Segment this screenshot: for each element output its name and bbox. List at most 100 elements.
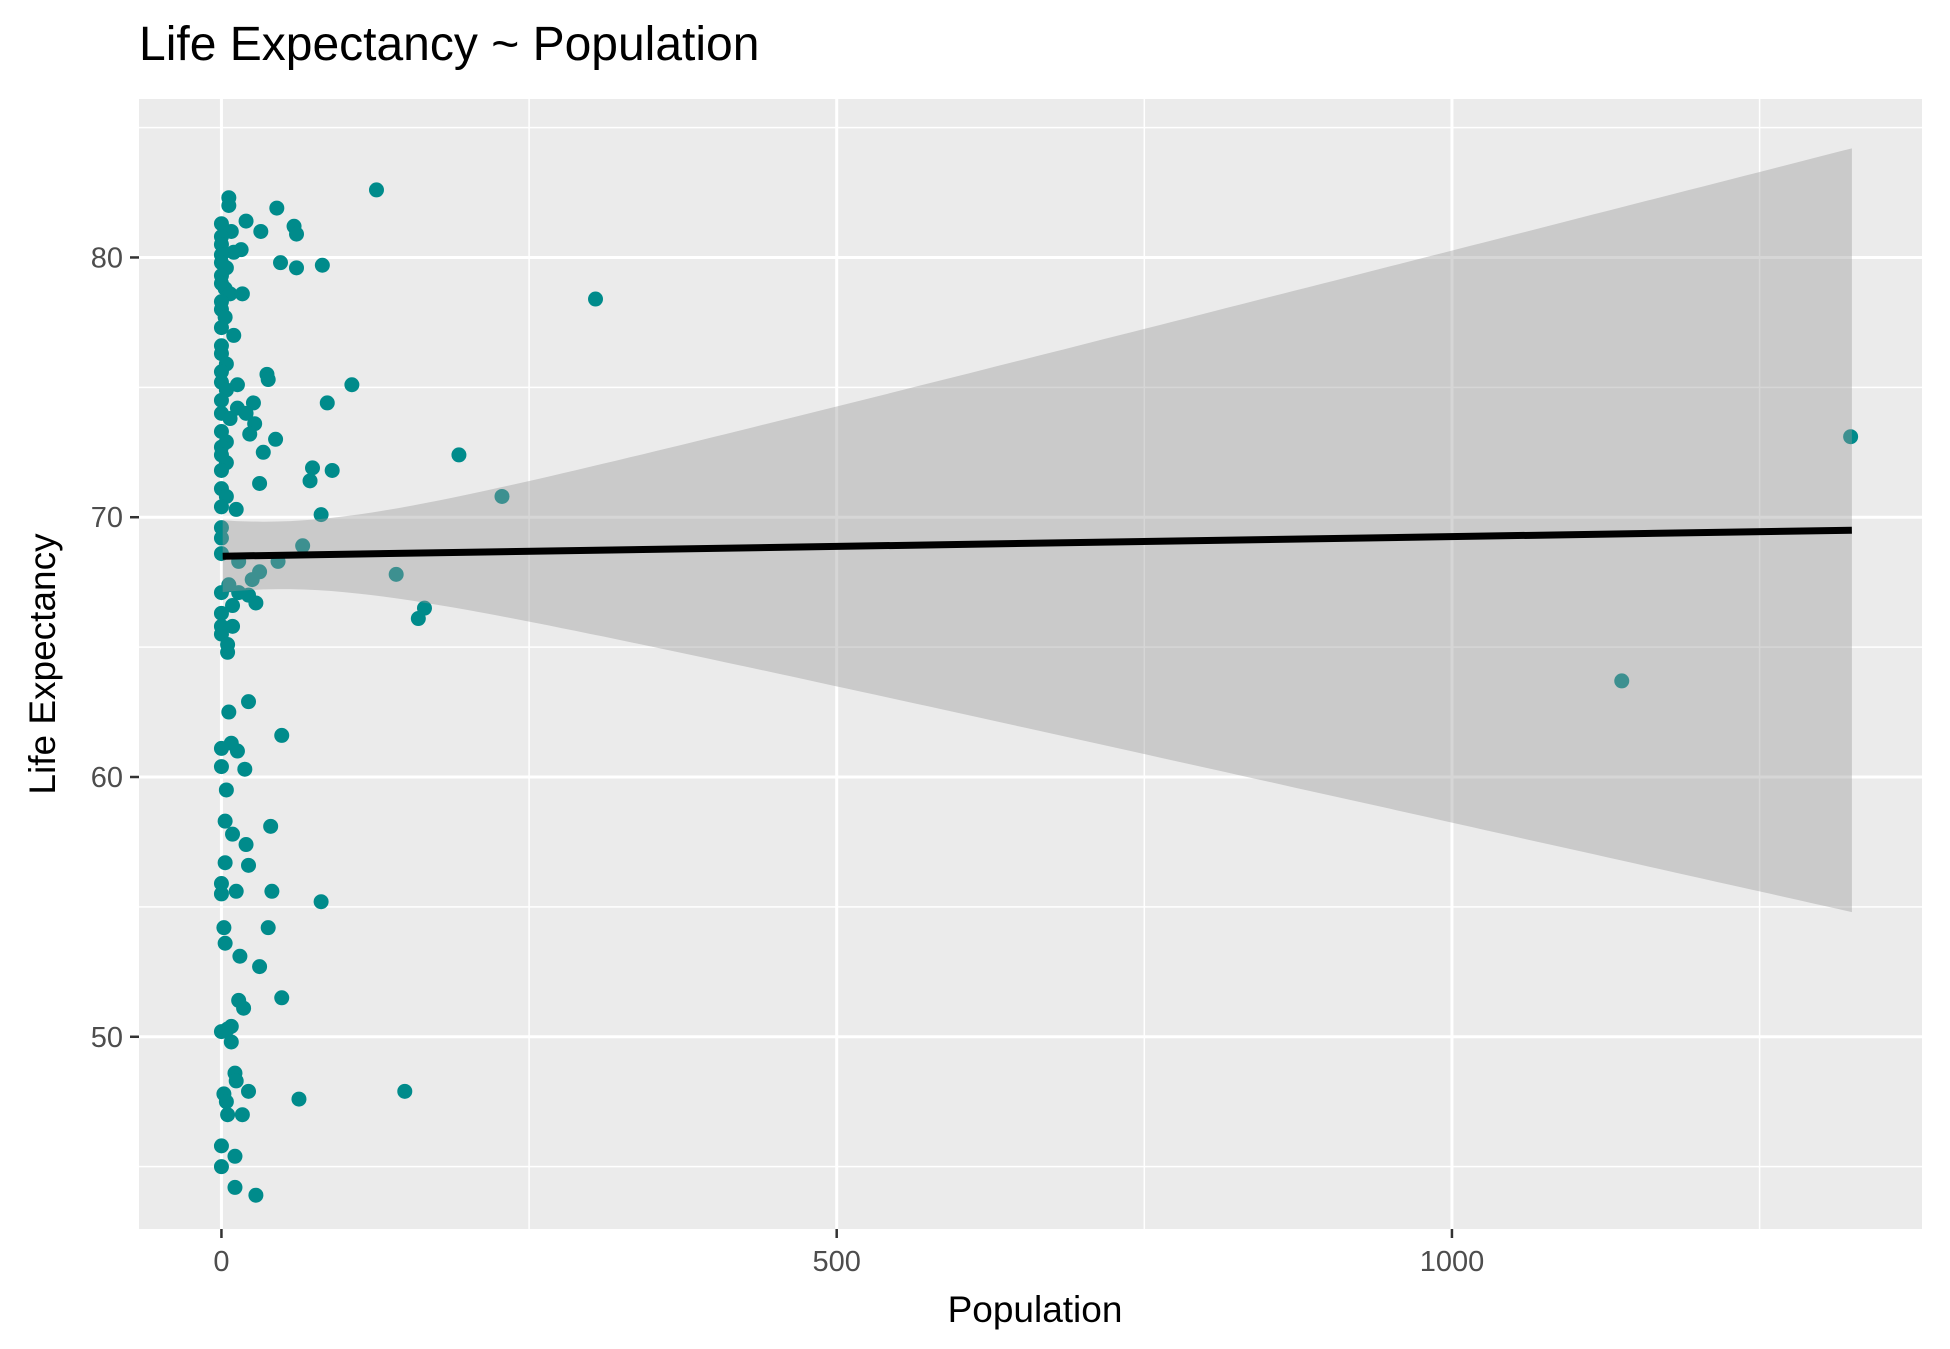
data-point	[213, 605, 229, 621]
data-point	[213, 236, 229, 252]
data-point	[213, 740, 229, 756]
data-point	[238, 405, 254, 421]
y-tick-label: 70	[91, 502, 123, 534]
data-point	[216, 920, 232, 936]
data-point	[213, 759, 229, 775]
data-point	[314, 257, 330, 273]
data-point	[229, 743, 245, 759]
data-point	[289, 260, 305, 276]
plot-panel	[139, 99, 1922, 1229]
data-point	[313, 507, 329, 523]
data-point	[225, 598, 241, 614]
data-point	[236, 1000, 252, 1016]
data-point	[274, 727, 290, 743]
data-point	[217, 813, 233, 829]
data-point	[252, 475, 268, 491]
data-point	[255, 444, 271, 460]
y-tick-label: 80	[91, 242, 123, 274]
data-point	[248, 1187, 264, 1203]
data-point	[588, 291, 604, 307]
data-point	[227, 1179, 243, 1195]
x-tick-label: 0	[213, 1246, 229, 1278]
data-point	[213, 1024, 229, 1040]
data-point	[227, 1148, 243, 1164]
data-point	[368, 182, 384, 198]
data-point	[295, 538, 311, 554]
data-point	[241, 1083, 257, 1099]
data-point	[344, 377, 360, 393]
x-axis-tick-labels: 0 500 1000	[213, 1246, 1484, 1278]
data-point	[291, 1091, 307, 1107]
data-point	[410, 611, 426, 627]
data-point	[221, 704, 237, 720]
x-tick-label: 1000	[1420, 1246, 1485, 1278]
data-point	[220, 644, 236, 660]
data-point	[213, 520, 229, 536]
data-point	[451, 447, 467, 463]
data-point	[302, 473, 318, 489]
x-axis-title: Population	[948, 1289, 1123, 1330]
data-point	[213, 886, 229, 902]
axis-ticks	[130, 256, 1454, 1238]
data-point	[260, 920, 276, 936]
data-point	[220, 1107, 236, 1123]
data-point	[388, 566, 404, 582]
data-point	[264, 883, 280, 899]
data-point	[213, 364, 229, 380]
data-point	[238, 837, 254, 853]
data-point	[313, 894, 329, 910]
data-point	[252, 959, 268, 975]
data-point	[1843, 429, 1859, 445]
data-point	[213, 462, 229, 478]
data-point	[242, 426, 258, 442]
chart-title: Life Expectancy ~ Population	[139, 18, 759, 71]
data-point	[494, 488, 510, 504]
data-point	[232, 948, 248, 964]
data-point	[324, 462, 340, 478]
data-point	[273, 255, 289, 271]
data-point	[228, 883, 244, 899]
data-point	[213, 1138, 229, 1154]
y-axis-title: Life Expectancy	[22, 533, 63, 795]
data-point	[221, 198, 237, 214]
data-point	[263, 818, 279, 834]
data-point	[213, 320, 229, 336]
data-point	[268, 431, 284, 447]
data-point	[226, 244, 242, 260]
data-point	[319, 395, 335, 411]
data-point	[222, 411, 238, 427]
data-point	[234, 1107, 250, 1123]
minor-gridlines	[139, 99, 1922, 1229]
data-point	[228, 1073, 244, 1089]
data-point	[213, 876, 229, 892]
data-point	[248, 595, 264, 611]
data-point	[238, 213, 254, 229]
data-point	[213, 530, 229, 546]
data-point	[217, 855, 233, 871]
data-point	[260, 372, 276, 388]
data-point	[305, 460, 321, 476]
data-point	[213, 1159, 229, 1175]
data-point	[244, 572, 260, 588]
y-axis-tick-labels: 50 60 70 80	[91, 242, 123, 1053]
data-point	[228, 501, 244, 517]
data-point	[245, 395, 261, 411]
data-point	[1614, 673, 1630, 689]
data-point	[241, 694, 257, 710]
data-point	[253, 223, 269, 239]
data-point	[218, 782, 234, 798]
data-point	[213, 392, 229, 408]
data-point	[213, 499, 229, 515]
data-point	[218, 1094, 234, 1110]
data-point	[223, 1034, 239, 1050]
data-point	[225, 618, 241, 634]
data-point	[225, 826, 241, 842]
x-tick-label: 500	[813, 1246, 861, 1278]
data-point	[237, 761, 253, 777]
data-point	[397, 1083, 413, 1099]
data-point	[234, 286, 250, 302]
y-tick-label: 50	[91, 1022, 123, 1054]
data-point	[289, 226, 305, 242]
data-point	[217, 935, 233, 951]
